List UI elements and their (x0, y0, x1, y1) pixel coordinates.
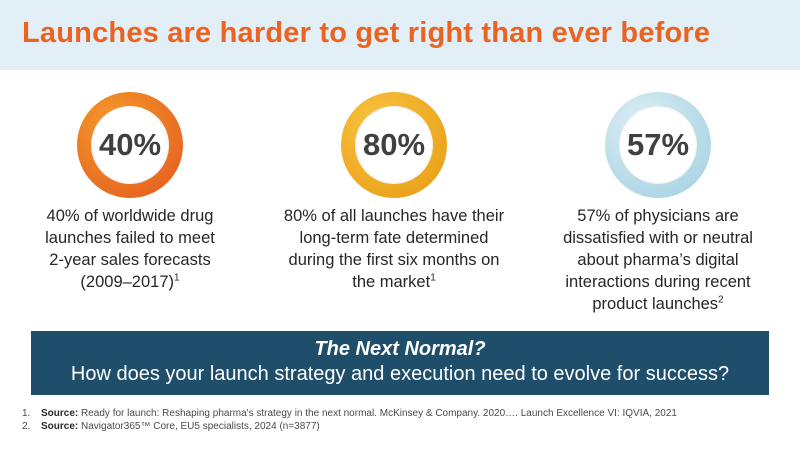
stat-line: product launches2 (533, 293, 783, 315)
footnote-label: Source: (41, 421, 79, 432)
stat-line: interactions during recent (565, 273, 751, 291)
footnote-ref: 1 (430, 272, 436, 284)
footnote-number: 2. (22, 421, 31, 432)
stat-value: 80% (362, 127, 426, 162)
next-normal-banner: The Next Normal? How does your launch st… (31, 331, 769, 395)
stat-line-text: (2009–2017) (80, 273, 174, 291)
stat-ring-center: 80% (355, 106, 433, 184)
footnote-ref: 1 (174, 272, 180, 284)
stat-ring-center: 57% (619, 106, 697, 184)
stat-line: 40% of worldwide drug (46, 207, 214, 225)
stat-line: launches failed to meet (45, 229, 215, 247)
stat-ring-center: 40% (91, 106, 169, 184)
stat-line: (2009–2017)1 (5, 271, 255, 293)
stat-card-2: 80% 80% of all launches have their long-… (269, 92, 519, 293)
banner-heading: The Next Normal? (314, 338, 486, 360)
stat-line: about pharma’s digital (577, 251, 739, 269)
stat-description: 80% of all launches have their long-term… (269, 205, 519, 293)
stat-ring: 80% (341, 92, 447, 198)
stat-ring: 57% (605, 92, 711, 198)
title-bar: Launches are harder to get right than ev… (0, 0, 800, 70)
stat-card-1: 40% 40% of worldwide drug launches faile… (5, 92, 255, 293)
stat-description: 57% of physicians are dissatisfied with … (533, 205, 783, 315)
footnote-text: Ready for launch: Reshaping pharma's str… (78, 408, 677, 419)
footnote-1: 1. Source: Ready for launch: Reshaping ph… (22, 407, 792, 420)
slide-title: Launches are harder to get right than ev… (22, 17, 711, 49)
stat-line: during the first six months on (288, 251, 500, 269)
footnote-number: 1. (22, 408, 31, 419)
stat-description: 40% of worldwide drug launches failed to… (5, 205, 255, 293)
stat-line-text: product launches (592, 295, 719, 313)
footnote-ref: 2 (718, 294, 724, 306)
stat-line: 2-year sales forecasts (49, 251, 211, 269)
footnote-text: Navigator365™ Core, EU5 specialists, 202… (78, 421, 320, 432)
stat-line: long-term fate determined (299, 229, 489, 247)
stat-value: 57% (626, 127, 690, 162)
footnotes: 1. Source: Ready for launch: Reshaping ph… (22, 407, 792, 433)
banner-question: How does your launch strategy and execut… (70, 363, 730, 385)
stat-card-3: 57% 57% of physicians are dissatisfied w… (533, 92, 783, 315)
stat-line: 80% of all launches have their (283, 207, 505, 225)
stat-value: 40% (98, 127, 162, 162)
footnote-2: 2. Source: Navigator365™ Core, EU5 specia… (22, 420, 792, 433)
stat-line: dissatisfied with or neutral (563, 229, 753, 247)
stat-line: 57% of physicians are (577, 207, 739, 225)
footnote-label: Source: (41, 408, 79, 419)
stat-line: the market1 (269, 271, 519, 293)
stat-ring: 40% (77, 92, 183, 198)
stat-line-text: the market (352, 273, 431, 291)
